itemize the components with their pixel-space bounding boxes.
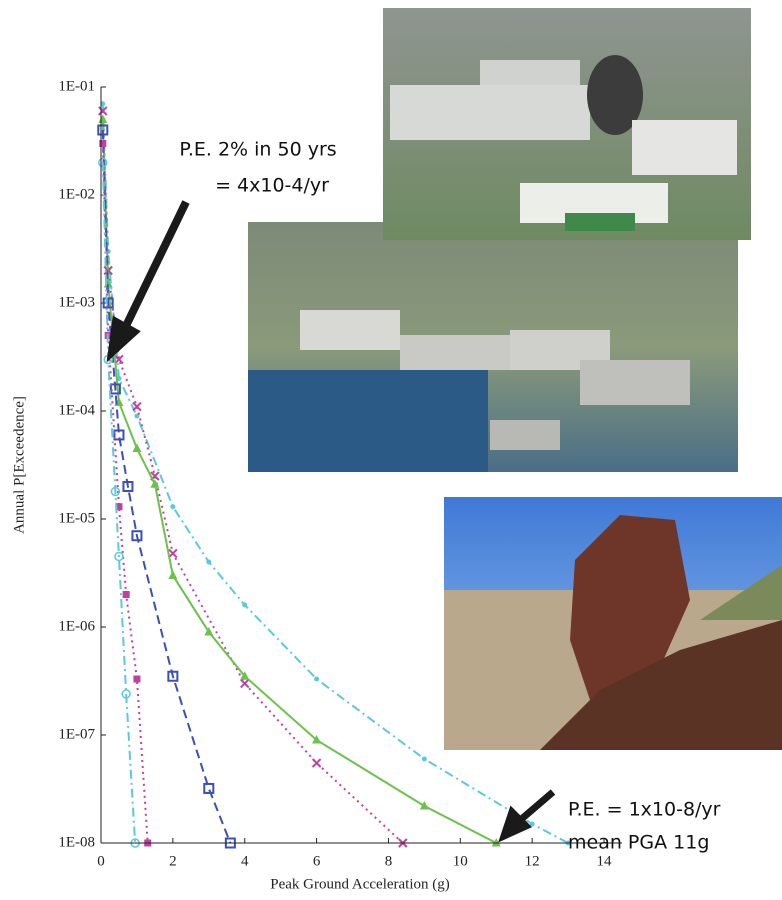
marker — [133, 675, 141, 683]
marker — [122, 590, 130, 598]
marker — [168, 548, 178, 559]
series-line — [101, 143, 149, 844]
marker — [204, 626, 214, 636]
y-tick-label: 1E-08 — [58, 834, 95, 850]
marker — [312, 734, 322, 744]
marker — [150, 479, 160, 488]
marker — [491, 838, 501, 847]
photo-fire — [383, 8, 751, 240]
marker — [167, 670, 179, 682]
marker — [170, 504, 176, 510]
marker — [98, 114, 108, 124]
marker — [311, 758, 322, 768]
series-line — [101, 129, 232, 844]
y-tick-label: 1E-05 — [58, 510, 95, 526]
marker — [102, 297, 114, 309]
series-line — [101, 162, 137, 844]
photo-plant — [248, 222, 738, 472]
x-axis-label: Peak Ground Acceleration (g) — [270, 876, 450, 892]
marker — [109, 383, 121, 395]
series-line — [101, 110, 404, 844]
y-tick-label: 1E-03 — [58, 294, 95, 310]
annotation: P.E. = 1x10-8/yr — [568, 799, 721, 821]
marker — [421, 756, 427, 762]
annotation: = 4x10-4/yr — [215, 175, 329, 197]
x-tick-label: 4 — [241, 853, 249, 869]
y-tick-label: 1E-07 — [58, 726, 95, 742]
marker — [110, 486, 121, 497]
y-tick-label: 1E-06 — [58, 618, 95, 634]
marker — [206, 559, 212, 565]
marker — [419, 801, 429, 810]
arrow — [498, 789, 556, 843]
y-axis-label: Annual P[Exceedence] — [11, 396, 27, 534]
marker — [99, 139, 107, 147]
x-tick-label: 2 — [169, 853, 177, 869]
marker — [240, 678, 250, 689]
y-tick-label: 1E-04 — [58, 402, 95, 418]
x-tick-label: 14 — [597, 853, 613, 869]
marker — [132, 401, 142, 412]
marker — [203, 782, 215, 794]
x-tick-label: 6 — [313, 853, 321, 869]
marker — [132, 443, 142, 452]
marker — [121, 689, 131, 699]
x-tick-label: 0 — [97, 853, 105, 869]
annotation: P.E. 2% in 50 yrs — [179, 139, 336, 161]
marker — [131, 530, 143, 542]
marker — [98, 157, 108, 168]
marker — [114, 551, 124, 562]
y-tick-label: 1E-02 — [58, 186, 95, 202]
photo-rock — [444, 497, 782, 750]
marker — [97, 124, 109, 136]
marker — [242, 602, 248, 608]
marker — [113, 429, 125, 441]
x-tick-label: 8 — [385, 853, 393, 869]
marker — [240, 671, 250, 680]
marker — [115, 503, 123, 511]
x-tick-label: 12 — [525, 853, 540, 869]
annotation: mean PGA 11g — [568, 832, 709, 854]
arrow — [106, 200, 190, 363]
marker — [100, 101, 106, 107]
marker — [529, 821, 535, 827]
y-tick-label: 1E-01 — [58, 78, 95, 94]
marker — [122, 480, 134, 492]
marker — [314, 676, 320, 682]
marker — [168, 570, 178, 579]
marker — [98, 106, 108, 116]
x-tick-label: 10 — [453, 853, 468, 869]
